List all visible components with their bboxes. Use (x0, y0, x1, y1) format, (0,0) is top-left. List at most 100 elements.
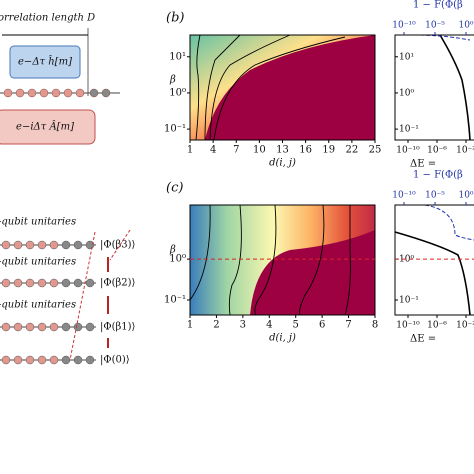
qubit (61, 240, 71, 250)
qubit (13, 355, 23, 365)
y-axis-label: β (169, 245, 176, 256)
x-tick-label: 4 (266, 320, 272, 331)
qubit (1, 240, 11, 250)
unitary-label: -qubit unitaries (0, 257, 76, 268)
diagram: orrelation length D e−Δτ ĥ[m] e−iΔτ Â[m]… (0, 13, 136, 366)
state: |Φ(β2)⟩ (100, 278, 136, 289)
curve (419, 34, 471, 41)
x-tick-label: 1 (187, 145, 193, 156)
bottom-axis-label: ΔE = (410, 334, 436, 345)
qubit (49, 278, 59, 288)
y-tick-label: 10¹ (169, 51, 186, 62)
qubit (61, 322, 71, 332)
qubits (3, 88, 111, 98)
x-tick-label: 25 (369, 145, 382, 156)
qubit (49, 240, 59, 250)
state: |Φ(β1)⟩ (100, 322, 136, 333)
top-tick-label: 10⁻⁵ (425, 21, 445, 31)
y-tick-label: 10⁰ (169, 254, 186, 265)
x-axis-label: d(i, j) (269, 333, 296, 344)
qubit (37, 322, 47, 332)
qubit (1, 322, 11, 332)
bottom-tick-label: 10⁻⁶ (427, 321, 447, 331)
qubit (37, 355, 47, 365)
y-tick-label: 10⁻¹ (399, 296, 419, 306)
bottom-tick-label: 10⁻⁶ (427, 146, 447, 156)
x-tick-label: 8 (372, 320, 378, 331)
qubit (1, 355, 11, 365)
bottom-tick-label: 10⁻² (456, 146, 474, 156)
qubit (37, 278, 47, 288)
state: |Φ(β3)⟩ (100, 240, 136, 251)
qubit (25, 355, 35, 365)
curve (439, 34, 471, 141)
y-axis-label: β (169, 75, 176, 86)
panel-label: (b) (166, 11, 184, 26)
x-tick-label: 10 (253, 145, 266, 156)
qubit (85, 355, 95, 365)
y-tick-label: 10⁻¹ (164, 124, 186, 135)
bottom-tick-label: 10⁻¹⁰ (396, 321, 420, 331)
panel-label: (c) (166, 181, 183, 196)
qubit (13, 322, 23, 332)
plot-frame (189, 204, 376, 316)
x-tick-label: 13 (276, 145, 289, 156)
a-box (0, 109, 96, 145)
top-tick-label: 10⁻¹⁰ (392, 191, 416, 201)
qubit (61, 355, 71, 365)
qubit (61, 278, 71, 288)
top-tick-label: 10⁰ (458, 191, 473, 201)
top-tick-label: 10⁰ (458, 21, 473, 31)
h-box (9, 45, 81, 79)
curve (394, 231, 471, 316)
x-tick-label: 22 (346, 145, 359, 156)
contours (189, 204, 351, 316)
a-box-label: e−iΔτ Â[m] (16, 121, 74, 133)
x-tick-label: 1 (187, 320, 193, 331)
qubit (25, 322, 35, 332)
x-tick-label: 6 (319, 320, 325, 331)
axes: 1 4 7 10 13 16 19 22 25 10¹ 10⁰ 10⁻¹ (b) β d(i, j) 1 2 3 4… (164, 0, 474, 345)
bottom-tick-label: 10⁻² (456, 321, 474, 331)
qubit (73, 355, 83, 365)
unitary-label: -qubit unitaries (0, 300, 76, 311)
x-tick-label: 19 (322, 145, 335, 156)
qubit (25, 278, 35, 288)
x-tick-label: 7 (233, 145, 239, 156)
dashed-lines (69, 229, 131, 361)
x-tick-label: 2 (213, 320, 219, 331)
qubit (37, 240, 47, 250)
top-axis-label: 1 − F(Φ(β (413, 0, 463, 11)
qubit (73, 278, 83, 288)
qubit (13, 240, 23, 250)
y-tick-label: 10¹ (399, 52, 414, 62)
top-tick-label: 10⁻¹⁰ (392, 21, 416, 31)
y-tick-label: 10⁰ (399, 88, 414, 98)
state: |Φ(0)⟩ (100, 355, 130, 366)
x-tick-label: 7 (345, 320, 351, 331)
h-box-label: e−Δτ ĥ[m] (18, 56, 72, 68)
qubit (49, 322, 59, 332)
qubit-rows (0, 240, 96, 365)
y-tick-label: 10⁰ (399, 255, 414, 265)
bottom-tick-label: 10⁻¹⁰ (396, 146, 420, 156)
qubit (1, 278, 11, 288)
y-tick-label: 10⁰ (169, 87, 186, 98)
x-tick-label: 16 (299, 145, 312, 156)
qubit (85, 322, 95, 332)
qubit (13, 278, 23, 288)
qubit (73, 240, 83, 250)
x-tick-label: 3 (240, 320, 246, 331)
top-axis-label: 1 − F(Φ(β (413, 170, 463, 181)
heatmap-region (250, 230, 375, 315)
correlation-label: orrelation length D (0, 13, 95, 24)
x-axis-label: d(i, j) (269, 158, 296, 169)
contours (195, 34, 346, 141)
x-tick-label: 4 (210, 145, 216, 156)
curve (424, 204, 474, 241)
top-tick-label: 10⁻⁵ (425, 191, 445, 201)
bottom-axis-label: ΔE = (410, 159, 436, 170)
qubit (25, 240, 35, 250)
qubit (85, 278, 95, 288)
